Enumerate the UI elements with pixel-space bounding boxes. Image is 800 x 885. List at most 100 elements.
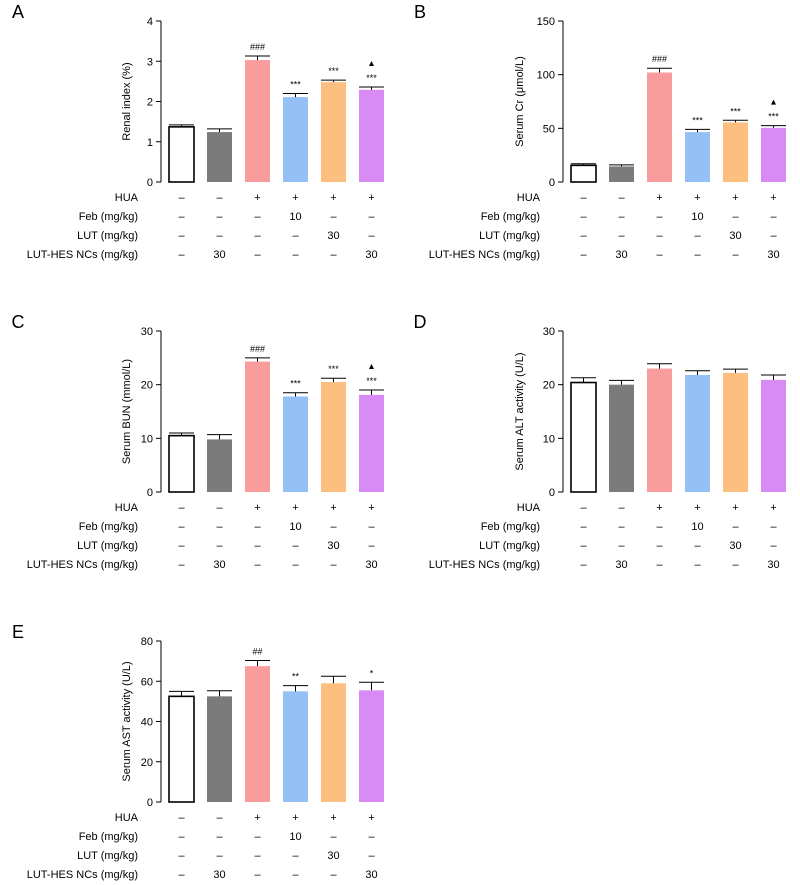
- table-cell: +: [254, 502, 260, 514]
- table-cell: –: [178, 559, 185, 571]
- y-tick-label: 20: [543, 380, 555, 392]
- row-label: LUT-HES NCs (mg/kg): [429, 249, 540, 261]
- bar: [207, 132, 232, 182]
- y-tick-label: 150: [537, 16, 555, 28]
- y-axis-label: Serum Cr (μmol/L): [514, 56, 526, 147]
- panel-letter: E: [12, 622, 24, 642]
- table-cell: –: [580, 230, 587, 242]
- row-label: HUA: [115, 192, 139, 204]
- table-cell: –: [216, 502, 223, 514]
- table-cell: –: [368, 521, 375, 533]
- table-cell: 10: [691, 211, 703, 223]
- table-cell: –: [254, 869, 261, 881]
- table-cell: –: [580, 211, 587, 223]
- bar: [207, 696, 232, 802]
- bar: [283, 396, 308, 492]
- bar: [761, 379, 786, 492]
- table-cell: +: [292, 812, 298, 824]
- significance-label: ##: [252, 647, 262, 657]
- row-label: Feb (mg/kg): [79, 831, 138, 843]
- table-cell: 30: [767, 249, 779, 261]
- table-cell: –: [292, 249, 299, 261]
- significance-label: ###: [652, 54, 667, 64]
- table-cell: +: [770, 502, 776, 514]
- y-axis-label: Renal index (%): [121, 62, 133, 140]
- table-cell: –: [178, 540, 185, 552]
- table-cell: –: [770, 540, 777, 552]
- table-cell: –: [618, 521, 625, 533]
- row-label: LUT-HES NCs (mg/kg): [27, 249, 138, 261]
- table-cell: –: [368, 540, 375, 552]
- table-cell: +: [770, 192, 776, 204]
- table-cell: –: [216, 540, 223, 552]
- y-tick-label: 40: [141, 717, 153, 729]
- bar: [359, 394, 384, 492]
- table-cell: –: [618, 502, 625, 514]
- row-label: LUT-HES NCs (mg/kg): [27, 869, 138, 881]
- table-cell: –: [330, 521, 337, 533]
- bar: [168, 434, 195, 493]
- table-cell: 30: [729, 230, 741, 242]
- bar: [168, 695, 195, 803]
- y-axis-label: Serum AST activity (U/L): [121, 661, 133, 781]
- table-cell: –: [368, 230, 375, 242]
- table-cell: –: [254, 249, 261, 261]
- significance-label: ***: [290, 379, 301, 389]
- table-cell: –: [580, 192, 587, 204]
- table-cell: –: [732, 249, 739, 261]
- bar: [359, 89, 384, 182]
- y-tick-label: 0: [147, 487, 153, 499]
- table-cell: –: [732, 559, 739, 571]
- table-cell: +: [732, 192, 738, 204]
- table-cell: +: [254, 812, 260, 824]
- significance-label: ***: [290, 79, 301, 89]
- row-label: Feb (mg/kg): [79, 521, 138, 533]
- row-label: Feb (mg/kg): [79, 211, 138, 223]
- table-cell: –: [368, 211, 375, 223]
- row-label: LUT-HES NCs (mg/kg): [27, 559, 138, 571]
- table-cell: 30: [213, 869, 225, 881]
- bar: [283, 691, 308, 802]
- significance-label: ***: [366, 73, 377, 83]
- y-tick-label: 10: [141, 433, 153, 445]
- table-cell: –: [330, 211, 337, 223]
- table-cell: –: [178, 812, 185, 824]
- panel-c: C 0 10 20 30 Serum BUN (mmol/L) ### *** *** *** HU…: [12, 312, 384, 571]
- table-cell: 30: [365, 869, 377, 881]
- bar: [359, 690, 384, 802]
- bar: [321, 683, 346, 802]
- table-cell: –: [580, 502, 587, 514]
- bar: [321, 381, 346, 492]
- table-cell: –: [178, 230, 185, 242]
- row-label: LUT (mg/kg): [77, 850, 138, 862]
- y-axis-label: Serum BUN (mmol/L): [121, 359, 133, 464]
- table-cell: +: [368, 192, 374, 204]
- table-cell: –: [178, 869, 185, 881]
- bar: [609, 384, 634, 492]
- table-cell: +: [694, 192, 700, 204]
- table-cell: +: [656, 192, 662, 204]
- bar: [647, 368, 672, 492]
- table-cell: –: [178, 192, 185, 204]
- triangle-marker: [369, 61, 374, 67]
- table-cell: +: [732, 502, 738, 514]
- table-cell: +: [292, 192, 298, 204]
- y-tick-label: 50: [543, 123, 555, 135]
- table-cell: –: [580, 559, 587, 571]
- y-tick-label: 30: [141, 326, 153, 338]
- significance-label: ***: [328, 66, 339, 76]
- table-cell: –: [178, 502, 185, 514]
- table-cell: –: [216, 850, 223, 862]
- significance-label: **: [292, 672, 300, 682]
- table-cell: +: [656, 502, 662, 514]
- table-cell: 10: [289, 211, 301, 223]
- table-cell: –: [292, 540, 299, 552]
- table-cell: –: [216, 812, 223, 824]
- bar: [245, 361, 270, 492]
- significance-label: ***: [692, 115, 703, 125]
- bar: [245, 666, 270, 802]
- table-cell: –: [254, 540, 261, 552]
- table-cell: –: [254, 521, 261, 533]
- table-cell: –: [656, 249, 663, 261]
